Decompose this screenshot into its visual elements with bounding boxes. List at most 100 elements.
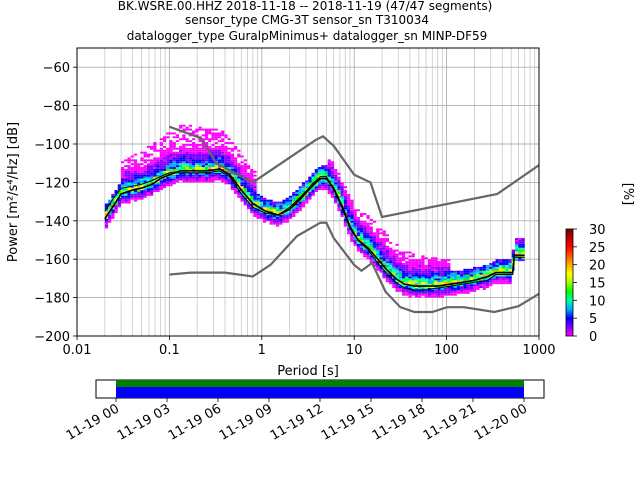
histogram-cell <box>437 291 441 294</box>
histogram-cell <box>398 278 402 281</box>
histogram-cell <box>385 257 390 260</box>
histogram-cell <box>469 286 474 288</box>
histogram-cell <box>314 186 318 189</box>
histogram-cell <box>511 251 515 254</box>
histogram-cell <box>308 180 312 183</box>
histogram-cell <box>204 130 209 133</box>
histogram-cell <box>456 280 461 283</box>
histogram-cell <box>424 266 428 269</box>
histogram-cell <box>421 272 425 275</box>
colorbar-label: [%] <box>620 183 635 206</box>
histogram-cell <box>411 280 415 283</box>
histogram-cell <box>434 274 438 277</box>
histogram-cell <box>334 180 338 183</box>
histogram-cell <box>330 168 335 171</box>
histogram-cell <box>317 167 322 169</box>
histogram-cell <box>372 236 377 239</box>
histogram-cell <box>188 140 193 143</box>
histogram-cell <box>369 236 373 239</box>
histogram-cell <box>363 251 367 254</box>
histogram-cell <box>359 247 364 250</box>
histogram-cell <box>301 188 306 191</box>
histogram-cell <box>279 222 283 225</box>
histogram-cell <box>350 207 354 210</box>
histogram-cell <box>272 207 276 210</box>
histogram-cell <box>124 193 128 196</box>
histogram-cell <box>253 199 257 202</box>
histogram-cell <box>395 288 399 290</box>
histogram-cell <box>246 165 251 168</box>
histogram-cell <box>195 128 199 131</box>
histogram-cell <box>272 211 276 214</box>
histogram-cell <box>253 192 257 194</box>
histogram-cell <box>192 161 196 164</box>
histogram-cell <box>130 195 134 198</box>
histogram-cell <box>337 176 341 179</box>
histogram-cell <box>108 201 112 204</box>
histogram-cell <box>350 222 354 225</box>
histogram-cell <box>211 132 215 135</box>
histogram-cell <box>237 180 241 183</box>
histogram-cell <box>347 197 351 200</box>
y-axis-ticks: −60−80−100−120−140−160−180−200 <box>34 61 77 345</box>
histogram-cell <box>392 270 396 273</box>
histogram-cell <box>324 172 328 175</box>
histogram-cell <box>201 167 205 169</box>
histogram-cell <box>382 241 386 244</box>
time-tick-label: 11-19 00 <box>64 401 122 443</box>
histogram-cell <box>201 147 205 150</box>
histogram-cell <box>192 144 196 146</box>
histogram-cell <box>473 284 477 287</box>
histogram-cell <box>159 161 163 164</box>
histogram-cell <box>460 288 464 290</box>
histogram-cell <box>447 288 451 290</box>
histogram-cell <box>246 195 251 198</box>
histogram-cell <box>473 266 477 269</box>
histogram-cell <box>253 186 257 189</box>
histogram-cell <box>185 178 189 181</box>
histogram-cell <box>159 149 163 152</box>
histogram-cell <box>188 149 193 152</box>
histogram-cell <box>198 138 202 141</box>
histogram-cell <box>224 163 228 166</box>
histogram-cell <box>434 276 438 279</box>
histogram-cell <box>340 182 344 185</box>
histogram-cell <box>124 178 128 181</box>
histogram-cell <box>408 270 412 273</box>
histogram-cell <box>188 124 193 127</box>
histogram-cell <box>485 276 490 279</box>
histogram-cell <box>266 201 270 204</box>
histogram-cell <box>253 197 257 200</box>
histogram-cell <box>405 272 409 275</box>
histogram-cell <box>492 261 496 264</box>
histogram-cell <box>495 278 499 281</box>
histogram-cell <box>169 165 173 168</box>
histogram-cell <box>117 201 121 204</box>
histogram-cell <box>269 201 273 204</box>
histogram-cell <box>214 132 218 135</box>
histogram-cell <box>366 222 370 225</box>
histogram-cell <box>301 192 306 194</box>
histogram-cell <box>366 255 370 258</box>
histogram-cell <box>162 172 167 175</box>
histogram-cell <box>418 289 422 292</box>
y-tick-label: −100 <box>34 138 70 153</box>
histogram-cell <box>172 176 176 179</box>
histogram-cell <box>250 193 254 196</box>
histogram-cell <box>120 182 125 185</box>
histogram-cell <box>340 188 344 191</box>
histogram-cell <box>308 197 312 200</box>
histogram-cell <box>153 165 157 168</box>
histogram-cell <box>253 201 257 204</box>
histogram-cell <box>489 284 493 287</box>
histogram-cell <box>385 245 390 248</box>
histogram-cell <box>314 174 318 177</box>
histogram-cell <box>234 167 238 169</box>
histogram-cell <box>272 218 276 221</box>
histogram-cell <box>240 184 244 187</box>
histogram-cell <box>143 168 147 171</box>
histogram-cell <box>185 138 189 141</box>
histogram-cell <box>389 278 393 281</box>
histogram-cell <box>288 215 293 217</box>
histogram-cell <box>369 257 373 260</box>
